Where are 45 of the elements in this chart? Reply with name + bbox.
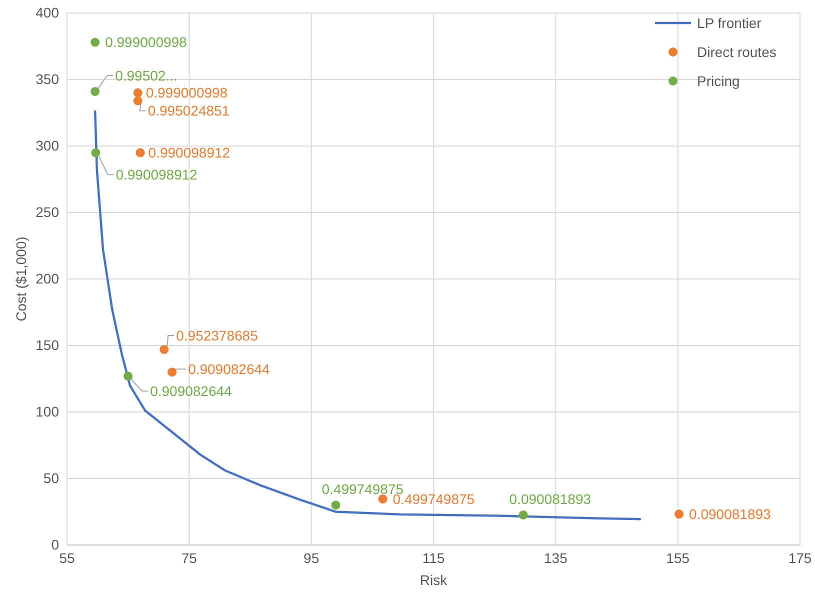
- point: [378, 494, 388, 504]
- x-tick-label: 155: [666, 550, 690, 566]
- point: [160, 344, 169, 354]
- legend-label: Pricing: [697, 72, 740, 89]
- y-tick-label: 300: [36, 137, 60, 154]
- point: [124, 372, 133, 381]
- annotation: 0.090081893: [689, 506, 772, 522]
- annotation: 0.99502...: [115, 67, 178, 84]
- annotation: 0.995024851: [148, 102, 230, 119]
- point: [133, 88, 142, 98]
- x-tick-label: 55: [59, 550, 75, 566]
- y-tick-label: 0: [51, 536, 60, 552]
- annotation: 0.999000998: [105, 34, 188, 50]
- annotation: 0.090081893: [509, 490, 592, 507]
- y-tick-label: 250: [36, 204, 60, 220]
- annotation: 0.952378685: [176, 327, 258, 344]
- legend-label: Direct routes: [697, 44, 776, 60]
- x-tick-label: 135: [544, 550, 568, 566]
- y-tick-label: 150: [36, 336, 60, 353]
- y-tick-label: 400: [36, 4, 60, 20]
- annotation: 0.909082644: [150, 382, 232, 399]
- x-tick-label: 115: [422, 550, 445, 566]
- annotation: 0.990098912: [148, 144, 230, 161]
- point: [331, 500, 340, 510]
- annotation: 0.990098912: [116, 166, 198, 183]
- point: [518, 510, 528, 520]
- point: [90, 38, 100, 47]
- point: [90, 86, 100, 96]
- y-axis-title: Cost ($1,000): [13, 236, 29, 322]
- point: [674, 510, 684, 519]
- point: [136, 148, 145, 158]
- x-tick-label: 95: [304, 550, 320, 566]
- legend-label: LP frontier: [697, 14, 762, 31]
- point: [133, 96, 142, 106]
- annotation: 0.999000998: [146, 84, 228, 101]
- point: [91, 148, 100, 158]
- x-tick-label: 175: [788, 550, 812, 566]
- x-tick-label: 75: [181, 550, 198, 566]
- x-axis-title: Risk: [420, 572, 448, 588]
- y-tick-label: 50: [43, 470, 60, 486]
- y-tick-label: 100: [36, 403, 60, 420]
- point: [168, 368, 177, 377]
- y-tick-label: 200: [36, 270, 60, 286]
- y-tick-label: 350: [36, 70, 60, 87]
- annotation: 0.909082644: [188, 361, 270, 377]
